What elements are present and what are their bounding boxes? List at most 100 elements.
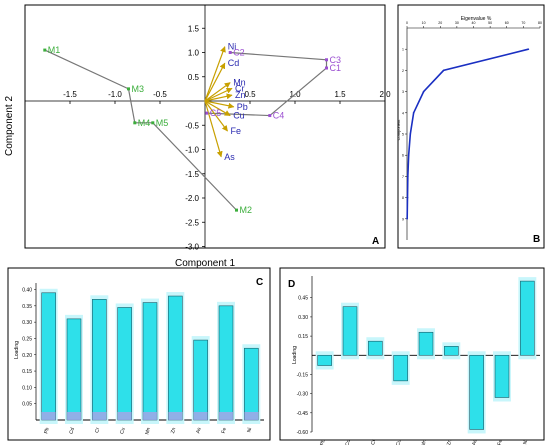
site-point-c5: [205, 111, 209, 115]
panel-a-y-axis-label: Component 2: [4, 96, 15, 156]
panel-b-x-tick-label: 40: [472, 21, 476, 25]
panel-c-bar-cd: [66, 318, 82, 421]
panel-c-bar-cr: [92, 299, 107, 421]
panel-c-y-tick-label: 0.05: [22, 402, 32, 408]
panel-c-x-tick-label: As: [195, 426, 202, 434]
panel-d-bar-pb: [317, 354, 332, 366]
loading-label-cu: Cu: [233, 111, 245, 121]
panel-c-frame: [7, 267, 271, 441]
loading-label-as: As: [224, 152, 235, 162]
site-label-m4: M4: [138, 118, 151, 128]
panel-a-y-tick-label: 1.5: [188, 24, 200, 33]
panel-c-bar-base-cr: [92, 412, 107, 420]
panel-c-bar-zn: [168, 295, 183, 421]
panel-b-x-tick-label: 50: [488, 21, 492, 25]
panel-b-y-tick-label: 1: [402, 48, 404, 52]
panel-a-biplot: -1.5 -1.0 -0.5 0.5 1.0 1.5 2.0 -3.0 -2.5 -2.0 -1.5…: [4, 4, 391, 269]
panel-c-letter: C: [256, 277, 263, 288]
panel-b-y-tick-label: 7: [402, 175, 404, 179]
panel-d-bar-as: [469, 354, 484, 430]
scree-point: [527, 48, 530, 50]
panel-d-bar-fe: [494, 354, 510, 398]
panel-a-x-tick-label: -0.5: [153, 90, 167, 99]
panel-c-x-tick-label: Fe: [221, 427, 228, 434]
panel-d-y-tick-label: -0.60: [297, 430, 309, 436]
panel-d-y-tick-label: -0.15: [297, 372, 309, 378]
site-point-m4: [133, 121, 137, 125]
panel-b-x-tick-label: 70: [521, 21, 525, 25]
panel-d-x-tick-label: Mn: [420, 439, 428, 445]
loading-label-mn: Mn: [233, 78, 246, 88]
panel-c-bar-ni: [244, 347, 259, 421]
panel-c-x-tick-label: Ni: [246, 427, 253, 433]
panel-a-hull-0: [44, 49, 237, 211]
panel-a-y-tick-label: -0.5: [185, 121, 199, 130]
panel-b-y-tick-label: 8: [402, 196, 404, 200]
panel-c-bars: 0.05 0.10 0.15 0.20 0.25 0.30 0.35 0.40 Pb Cd Cr Cu…: [7, 267, 271, 441]
panel-d-letter: D: [288, 279, 295, 290]
panel-b-axes: 0 10 20 30 40 50 60 70 80 1 2 3 4 5 6 7 8 9: [402, 21, 542, 240]
loading-label-fe: Fe: [231, 126, 242, 136]
panel-c-bar-as: [193, 339, 208, 421]
panel-a-x-tick-label: -1.0: [108, 90, 122, 99]
panel-c-y-axis-label: Loading: [14, 341, 20, 359]
panel-d-x-tick-label: Zn: [446, 439, 453, 445]
panel-c-y-tick-label: 0.20: [22, 353, 32, 359]
panel-a-axes: -1.5 -1.0 -0.5 0.5 1.0 1.5 2.0 -3.0 -2.5 -2.0 -1.5…: [25, 5, 391, 252]
scree-point: [406, 196, 409, 199]
loading-arrow-pb: [204, 100, 235, 109]
panel-c-y-tick-label: 0.10: [22, 385, 32, 391]
loading-arrow-cu: [204, 100, 231, 117]
site-label-c2: C2: [233, 48, 245, 58]
loading-label-ni: Ni: [228, 42, 237, 52]
panel-b-y-tick-label: 2: [402, 69, 404, 73]
site-point-m5: [151, 121, 155, 125]
panel-d-bar-cd: [342, 306, 358, 356]
panel-b-x-tick-label: 10: [422, 21, 426, 25]
scree-point: [409, 133, 412, 135]
panel-d-bars: -0.60 -0.45 -0.30 -0.15 0.15 0.30 0.45 Pb Cd Cr Cu…: [279, 267, 545, 445]
panel-c-bar-base-zn: [168, 412, 183, 420]
panel-b-x-tick-label: 60: [505, 21, 509, 25]
panel-d-x-tick-label: Ni: [522, 439, 529, 445]
loading-arrow-cr: [204, 87, 233, 102]
panel-c-x-tick-label: Pb: [43, 427, 50, 435]
loading-arrow-zn: [204, 93, 233, 102]
site-label-c5: C5: [210, 108, 222, 118]
panel-a-y-tick-label: -1.0: [185, 146, 199, 155]
panel-d-x-tick-label: Pb: [319, 439, 326, 445]
panel-d-bar-cu: [393, 354, 408, 382]
scree-point: [407, 175, 409, 178]
site-point-m3: [127, 87, 130, 91]
scree-point: [442, 69, 445, 72]
loading-arrow-cd: [204, 62, 226, 102]
panel-d-y-tick-label: -0.45: [297, 411, 309, 417]
panel-d-bar-cr: [368, 340, 383, 356]
panel-c-bar-base-as: [193, 412, 208, 420]
panel-b-x-tick-label: 0: [406, 21, 408, 25]
panel-c-y-tick-label: 0.35: [22, 304, 32, 310]
panel-a-y-tick-label: -3.0: [185, 243, 199, 252]
loading-arrow-mn: [204, 82, 231, 102]
panel-d-bar-ni: [520, 280, 535, 356]
site-point-c3: [325, 58, 328, 62]
site-label-m2: M2: [240, 205, 253, 215]
panel-c-series: [39, 288, 261, 424]
panel-b-y-tick-label: 6: [402, 154, 404, 158]
site-label-c1: C1: [330, 63, 342, 73]
panel-c-bar-mn: [142, 302, 158, 421]
panel-d-x-tick-label: Cd: [344, 439, 352, 445]
panel-a-x-tick-label: 1.5: [334, 90, 346, 99]
panel-b-y-axis-label: Component: [396, 119, 401, 141]
panel-a-x-tick-label: -1.5: [63, 90, 77, 99]
scree-point: [412, 112, 415, 114]
panel-d-frame: [279, 267, 545, 441]
panel-d-y-tick-label: 0.45: [298, 296, 308, 302]
panel-c-bar-base-fe: [219, 412, 233, 420]
panel-b-title: Eigenvalue %: [461, 16, 492, 22]
site-point-m2: [235, 208, 238, 212]
site-point-c1: [325, 66, 328, 70]
